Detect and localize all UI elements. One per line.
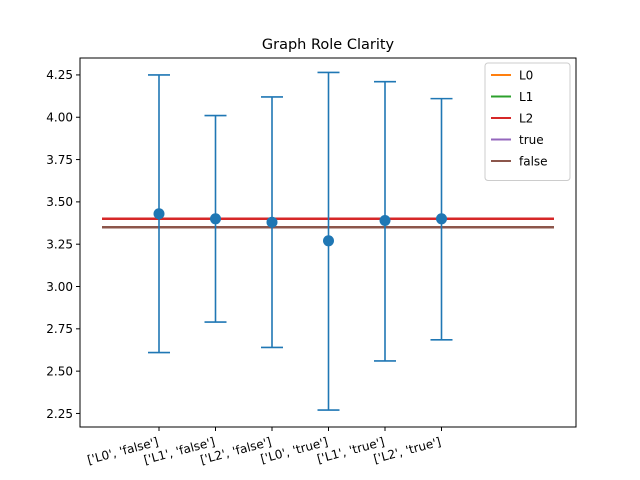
legend-label: L1	[519, 90, 533, 104]
mean-point-3	[323, 235, 334, 246]
error-bars	[148, 72, 453, 410]
legend-label: false	[519, 154, 548, 168]
mean-point-2	[267, 217, 278, 228]
mean-point-0	[154, 208, 165, 219]
mean-point-5	[436, 213, 447, 224]
y-tick-label: 4.00	[46, 111, 73, 125]
x-axis: ['L0', 'false']['L1', 'false']['L2', 'fa…	[86, 427, 443, 467]
y-tick-label: 3.75	[46, 153, 73, 167]
mean-point-1	[210, 213, 221, 224]
y-axis: 2.25 2.50 2.75 3.00 3.25 3.50 3.75 4.00 4.25	[46, 68, 80, 421]
y-tick-label: 2.75	[46, 322, 73, 336]
legend-label: L0	[519, 68, 533, 82]
y-tick-label: 2.25	[46, 407, 73, 421]
y-tick-label: 3.25	[46, 237, 73, 251]
y-tick-label: 3.50	[46, 195, 73, 209]
y-tick-label: 4.25	[46, 68, 73, 82]
legend: L0 L1 L2 true false	[485, 63, 570, 181]
legend-label: true	[519, 133, 544, 147]
legend-label: L2	[519, 111, 533, 125]
y-tick-label: 3.00	[46, 280, 73, 294]
y-tick-label: 2.50	[46, 364, 73, 378]
chart-title: Graph Role Clarity	[262, 37, 395, 53]
mean-point-4	[380, 215, 391, 226]
